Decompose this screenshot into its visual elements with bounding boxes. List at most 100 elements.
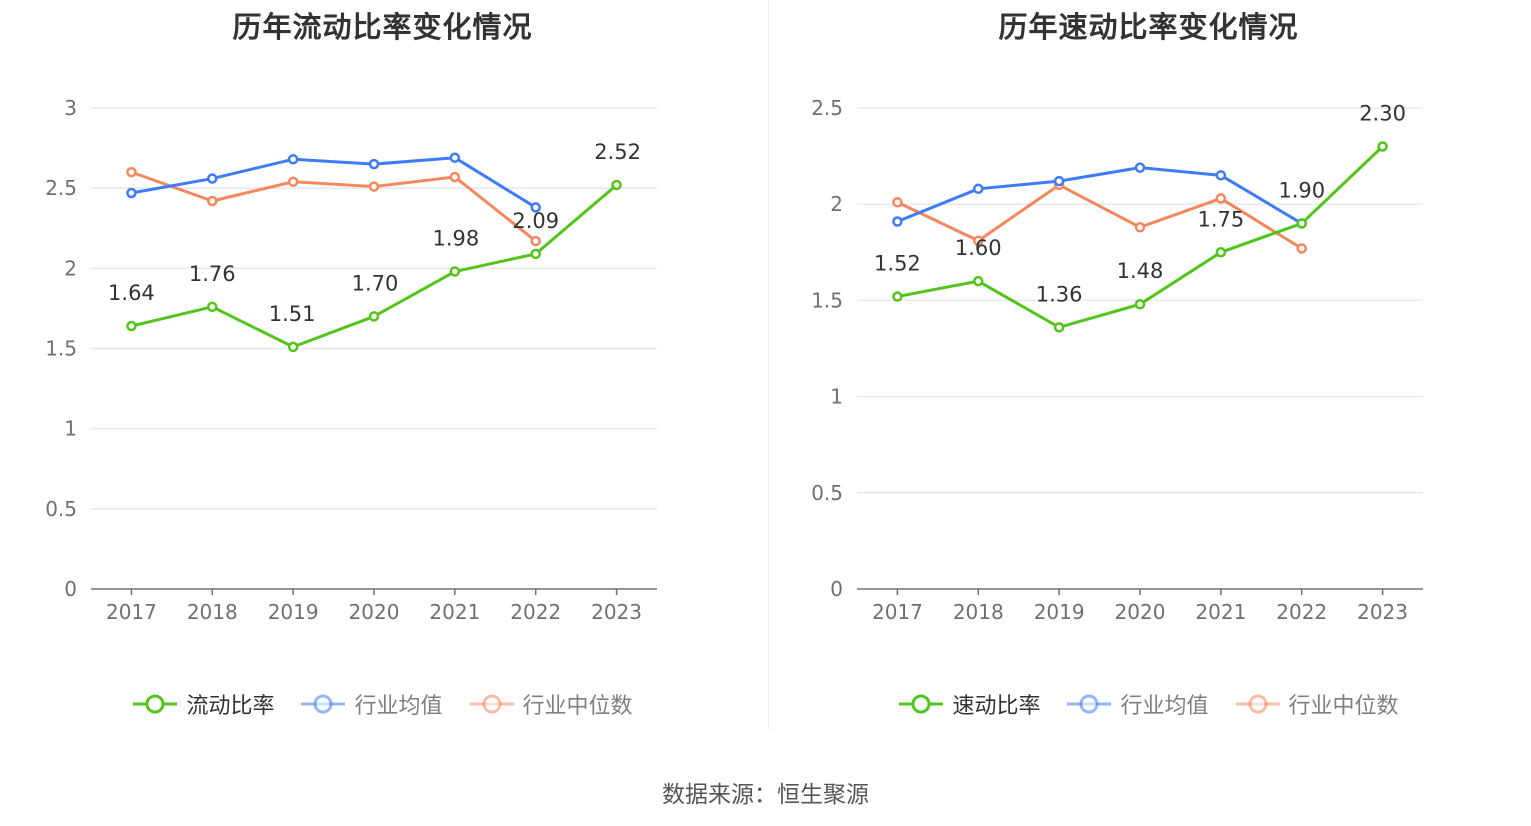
data-label: 1.98 bbox=[432, 227, 479, 251]
y-tick-label: 2 bbox=[64, 256, 77, 280]
series-line-avg bbox=[131, 156, 537, 209]
data-point-company bbox=[1296, 218, 1307, 229]
y-tick-label: 1 bbox=[64, 417, 77, 441]
data-point-company bbox=[1215, 247, 1227, 258]
chart-panel-current-ratio: 历年流动比率变化情况 0 0.5 1 1.5 2 2.5 3 2017 2018 2019 2020… bbox=[0, 0, 765, 740]
x-tick-label: 2019 bbox=[268, 600, 319, 624]
y-tick-label: 3 bbox=[64, 96, 77, 120]
data-point-company bbox=[973, 275, 984, 287]
data-point-company bbox=[1377, 141, 1388, 152]
legend-line-circle-icon bbox=[301, 694, 346, 714]
data-point-median bbox=[973, 235, 984, 247]
data-point-company bbox=[530, 248, 541, 260]
legend-item-median[interactable]: 行业中位数 bbox=[469, 688, 633, 720]
data-point-avg bbox=[892, 216, 903, 227]
data-point-median bbox=[207, 195, 218, 207]
data-point-median bbox=[892, 197, 903, 208]
legend-line-circle-icon bbox=[1067, 694, 1112, 714]
y-tick-label: 2 bbox=[830, 192, 843, 216]
legend-item-median[interactable]: 行业中位数 bbox=[1235, 688, 1399, 720]
data-point-avg bbox=[449, 152, 461, 163]
data-label: 1.90 bbox=[1278, 178, 1325, 202]
data-label: 1.76 bbox=[189, 262, 236, 286]
legend-item-avg[interactable]: 行业均值 bbox=[1066, 688, 1209, 720]
y-tick-label: 2.5 bbox=[45, 176, 77, 200]
x-tick-label: 2019 bbox=[1034, 600, 1085, 624]
panel-divider bbox=[768, 0, 769, 730]
data-point-avg bbox=[1053, 175, 1065, 187]
data-label: 1.48 bbox=[1117, 259, 1164, 283]
data-point-median bbox=[368, 181, 380, 192]
legend: 流动比率 行业均值 行业中位数 bbox=[0, 688, 765, 720]
data-point-avg bbox=[1215, 170, 1227, 181]
data-label: 1.75 bbox=[1197, 207, 1244, 231]
legend-item-avg[interactable]: 行业均值 bbox=[300, 688, 443, 720]
data-point-company bbox=[368, 311, 380, 322]
data-point-company bbox=[1053, 322, 1065, 333]
series-line-median bbox=[896, 183, 1303, 250]
legend-line-circle-icon bbox=[469, 694, 514, 714]
legend-label: 行业中位数 bbox=[522, 694, 633, 719]
data-point-avg bbox=[287, 154, 299, 165]
data-point-avg bbox=[1134, 162, 1146, 173]
y-tick-label: 0.5 bbox=[811, 481, 843, 505]
data-point-median bbox=[126, 166, 137, 178]
data-point-company bbox=[207, 301, 218, 313]
series-line-avg bbox=[896, 166, 1303, 225]
data-point-median bbox=[1215, 193, 1227, 204]
data-point-avg bbox=[126, 187, 137, 199]
legend-item-company[interactable]: 流动比率 bbox=[132, 688, 274, 720]
y-tick-label: 1 bbox=[830, 385, 843, 409]
data-point-median bbox=[1296, 243, 1307, 254]
legend-label: 速动比率 bbox=[952, 694, 1041, 719]
chart-panel-quick-ratio: 历年速动比率变化情况 0 0.5 1 1.5 2 2.5 2017 2018 2019 2020 2… bbox=[766, 0, 1531, 740]
data-point-company bbox=[611, 179, 622, 191]
legend-item-company[interactable]: 速动比率 bbox=[898, 688, 1040, 720]
y-tick-label: 0 bbox=[830, 577, 843, 601]
x-tick-label: 2017 bbox=[106, 600, 157, 624]
x-tick-label: 2023 bbox=[1357, 600, 1408, 624]
data-label: 2.52 bbox=[594, 140, 641, 164]
x-tick-label: 2020 bbox=[349, 600, 400, 624]
legend-label: 行业中位数 bbox=[1288, 694, 1399, 719]
data-point-median bbox=[287, 176, 299, 188]
series-line-median bbox=[130, 170, 537, 243]
data-source-note: 数据来源：恒生聚源 bbox=[662, 782, 869, 808]
legend-line-circle-icon bbox=[899, 694, 944, 714]
legend-line-circle-icon bbox=[133, 694, 178, 714]
data-label: 1.70 bbox=[352, 271, 399, 295]
y-tick-label: 0.5 bbox=[45, 497, 77, 521]
data-label: 1.64 bbox=[108, 281, 155, 305]
x-tick-label: 2023 bbox=[591, 600, 642, 624]
legend: 速动比率 行业均值 行业中位数 bbox=[766, 688, 1531, 720]
data-label: 2.09 bbox=[512, 209, 559, 233]
data-point-company bbox=[449, 266, 461, 277]
data-point-company bbox=[126, 320, 137, 332]
data-point-avg bbox=[368, 158, 380, 170]
data-label: 1.36 bbox=[1036, 282, 1083, 306]
x-tick-label: 2018 bbox=[187, 600, 238, 624]
x-tick-label: 2022 bbox=[510, 600, 561, 624]
data-label: 1.52 bbox=[874, 252, 921, 276]
data-point-company bbox=[1134, 298, 1146, 310]
data-point-median bbox=[449, 171, 461, 183]
data-point-company bbox=[287, 341, 299, 353]
data-point-avg bbox=[530, 202, 541, 213]
chart-title: 历年速动比率变化情况 bbox=[998, 10, 1299, 44]
data-point-median bbox=[1134, 222, 1146, 233]
y-tick-label: 1.5 bbox=[45, 337, 77, 361]
y-tick-label: 2.5 bbox=[811, 96, 843, 120]
data-point-avg bbox=[207, 173, 218, 184]
legend-label: 流动比率 bbox=[186, 694, 275, 719]
legend-label: 行业均值 bbox=[1120, 694, 1209, 719]
data-point-median bbox=[530, 235, 541, 247]
chart-svg: 0 0.5 1 1.5 2 2.5 3 2017 2018 2019 2020 2021 2022 202… bbox=[45, 96, 657, 624]
data-point-avg bbox=[973, 183, 984, 195]
x-tick-label: 2022 bbox=[1276, 600, 1327, 624]
x-tick-label: 2020 bbox=[1115, 600, 1166, 624]
chart-title: 历年流动比率变化情况 bbox=[232, 10, 533, 44]
data-label: 1.51 bbox=[269, 302, 316, 326]
data-label: 2.30 bbox=[1359, 101, 1406, 125]
data-point-company bbox=[892, 291, 903, 302]
